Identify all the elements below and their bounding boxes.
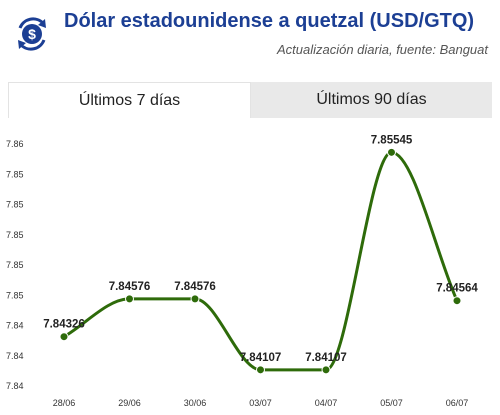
y-tick-label: 7.85: [6, 230, 24, 240]
tab-last-7-days[interactable]: Últimos 7 días: [8, 82, 251, 118]
data-point: [190, 294, 200, 304]
series-line: [63, 150, 459, 372]
y-tick-label: 7.86: [6, 139, 24, 149]
data-label: 7.85545: [371, 134, 413, 146]
data-label: 7.84576: [174, 281, 216, 293]
data-point: [59, 332, 69, 342]
tab-last-90-days[interactable]: Últimos 90 días: [251, 82, 492, 118]
y-tick-label: 7.84: [6, 351, 24, 361]
y-tick-label: 7.85: [6, 200, 24, 210]
data-point: [256, 365, 265, 375]
data-label: 7.84576: [109, 281, 151, 293]
data-label: 7.84326: [43, 319, 85, 331]
data-label: 7.84107: [305, 352, 347, 364]
y-tick-label: 7.85: [6, 169, 24, 179]
x-tick-label: 30/06: [184, 398, 207, 408]
x-tick-label: 28/06: [53, 398, 76, 408]
x-tick-label: 05/07: [380, 398, 403, 408]
y-tick-label: 7.85: [6, 290, 24, 300]
x-tick-label: 03/07: [249, 398, 272, 408]
data-label: 7.84107: [240, 352, 282, 364]
period-tabs: Últimos 7 días Últimos 90 días: [8, 82, 492, 118]
data-point: [125, 294, 134, 304]
dollar-exchange-icon: $: [12, 14, 52, 54]
page-subtitle: Actualización diaria, fuente: Banguat: [276, 42, 488, 57]
svg-text:$: $: [28, 26, 36, 42]
data-point: [321, 365, 331, 375]
x-tick-label: 06/07: [446, 398, 469, 408]
exchange-rate-chart: 7.84 7.84 7.84 7.85 7.85 7.85 7.85 7.85 7.86 28/0…: [6, 134, 478, 408]
page-title: Dólar estadounidense a quetzal (USD/GTQ): [64, 10, 475, 32]
y-tick-label: 7.85: [6, 260, 24, 270]
data-point: [387, 147, 396, 157]
y-tick-label: 7.84: [6, 321, 24, 331]
x-tick-label: 29/06: [118, 398, 141, 408]
header: $ Dólar estadounidense a quetzal (USD/GT…: [0, 0, 500, 72]
data-point: [452, 296, 462, 306]
data-label: 7.84564: [436, 283, 478, 295]
y-tick-label: 7.84: [6, 381, 24, 391]
x-tick-label: 04/07: [315, 398, 338, 408]
